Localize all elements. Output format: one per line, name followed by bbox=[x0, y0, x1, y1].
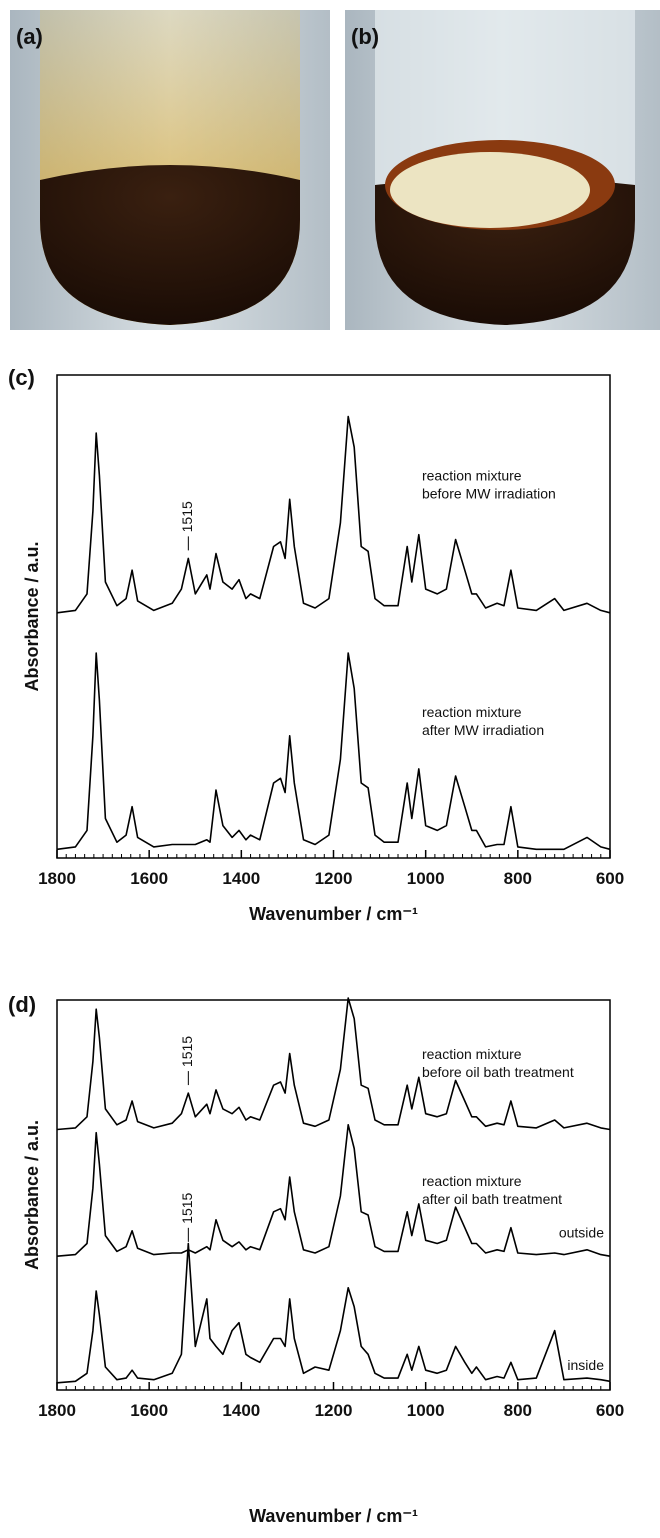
series-label: before MW irradiation bbox=[422, 485, 556, 501]
x-tick-label: 1600 bbox=[130, 1401, 168, 1420]
spectrum bbox=[56, 1242, 611, 1384]
x-tick-label: 1000 bbox=[407, 1401, 445, 1420]
x-tick-label: 800 bbox=[504, 1401, 532, 1420]
y-axis-label: Absorbance / a.u. bbox=[22, 1120, 42, 1270]
x-axis-label: Wavenumber / cm⁻¹ bbox=[249, 904, 418, 924]
annotation: 1515 bbox=[179, 1036, 195, 1067]
minor-ticks bbox=[65, 854, 602, 858]
panel-label: (d) bbox=[8, 992, 36, 1017]
photo-b: (b) bbox=[345, 10, 660, 330]
photo-label: (b) bbox=[351, 24, 379, 49]
photo-a: (a) bbox=[10, 10, 330, 330]
x-tick-label: 1400 bbox=[222, 869, 260, 888]
x-tick-label: 1200 bbox=[315, 869, 353, 888]
series-label: reaction mixture bbox=[422, 467, 522, 483]
spectrum bbox=[56, 652, 611, 851]
x-tick-label: 1000 bbox=[407, 869, 445, 888]
x-tick-label: 1200 bbox=[315, 1401, 353, 1420]
photo-label: (a) bbox=[16, 24, 43, 49]
series-label: reaction mixture bbox=[422, 1173, 522, 1189]
y-axis-label: Absorbance / a.u. bbox=[22, 541, 42, 691]
series-label: after oil bath treatment bbox=[422, 1191, 562, 1207]
panel-label: (c) bbox=[8, 365, 35, 390]
x-tick-label: 1600 bbox=[130, 869, 168, 888]
series-label: inside bbox=[567, 1357, 604, 1373]
spectrum bbox=[56, 997, 611, 1131]
x-tick-label: 800 bbox=[504, 869, 532, 888]
x-tick-label: 1800 bbox=[38, 1401, 76, 1420]
x-axis-label: Wavenumber / cm⁻¹ bbox=[249, 1506, 418, 1526]
series-label: before oil bath treatment bbox=[422, 1064, 574, 1080]
x-tick-label: 600 bbox=[596, 869, 624, 888]
x-tick-label: 1400 bbox=[222, 1401, 260, 1420]
x-tick-label: 600 bbox=[596, 1401, 624, 1420]
x-tick-label: 1800 bbox=[38, 869, 76, 888]
annotation: 1515 bbox=[179, 1192, 195, 1223]
series-note: outside bbox=[559, 1224, 604, 1240]
minor-ticks bbox=[65, 1386, 602, 1390]
series-label: reaction mixture bbox=[422, 1046, 522, 1062]
plot-frame bbox=[56, 374, 611, 859]
annotation: 1515 bbox=[179, 501, 195, 532]
series-label: after MW irradiation bbox=[422, 722, 544, 738]
series-label: reaction mixture bbox=[422, 704, 522, 720]
spectrum bbox=[56, 1124, 611, 1257]
spectrum bbox=[56, 415, 611, 614]
